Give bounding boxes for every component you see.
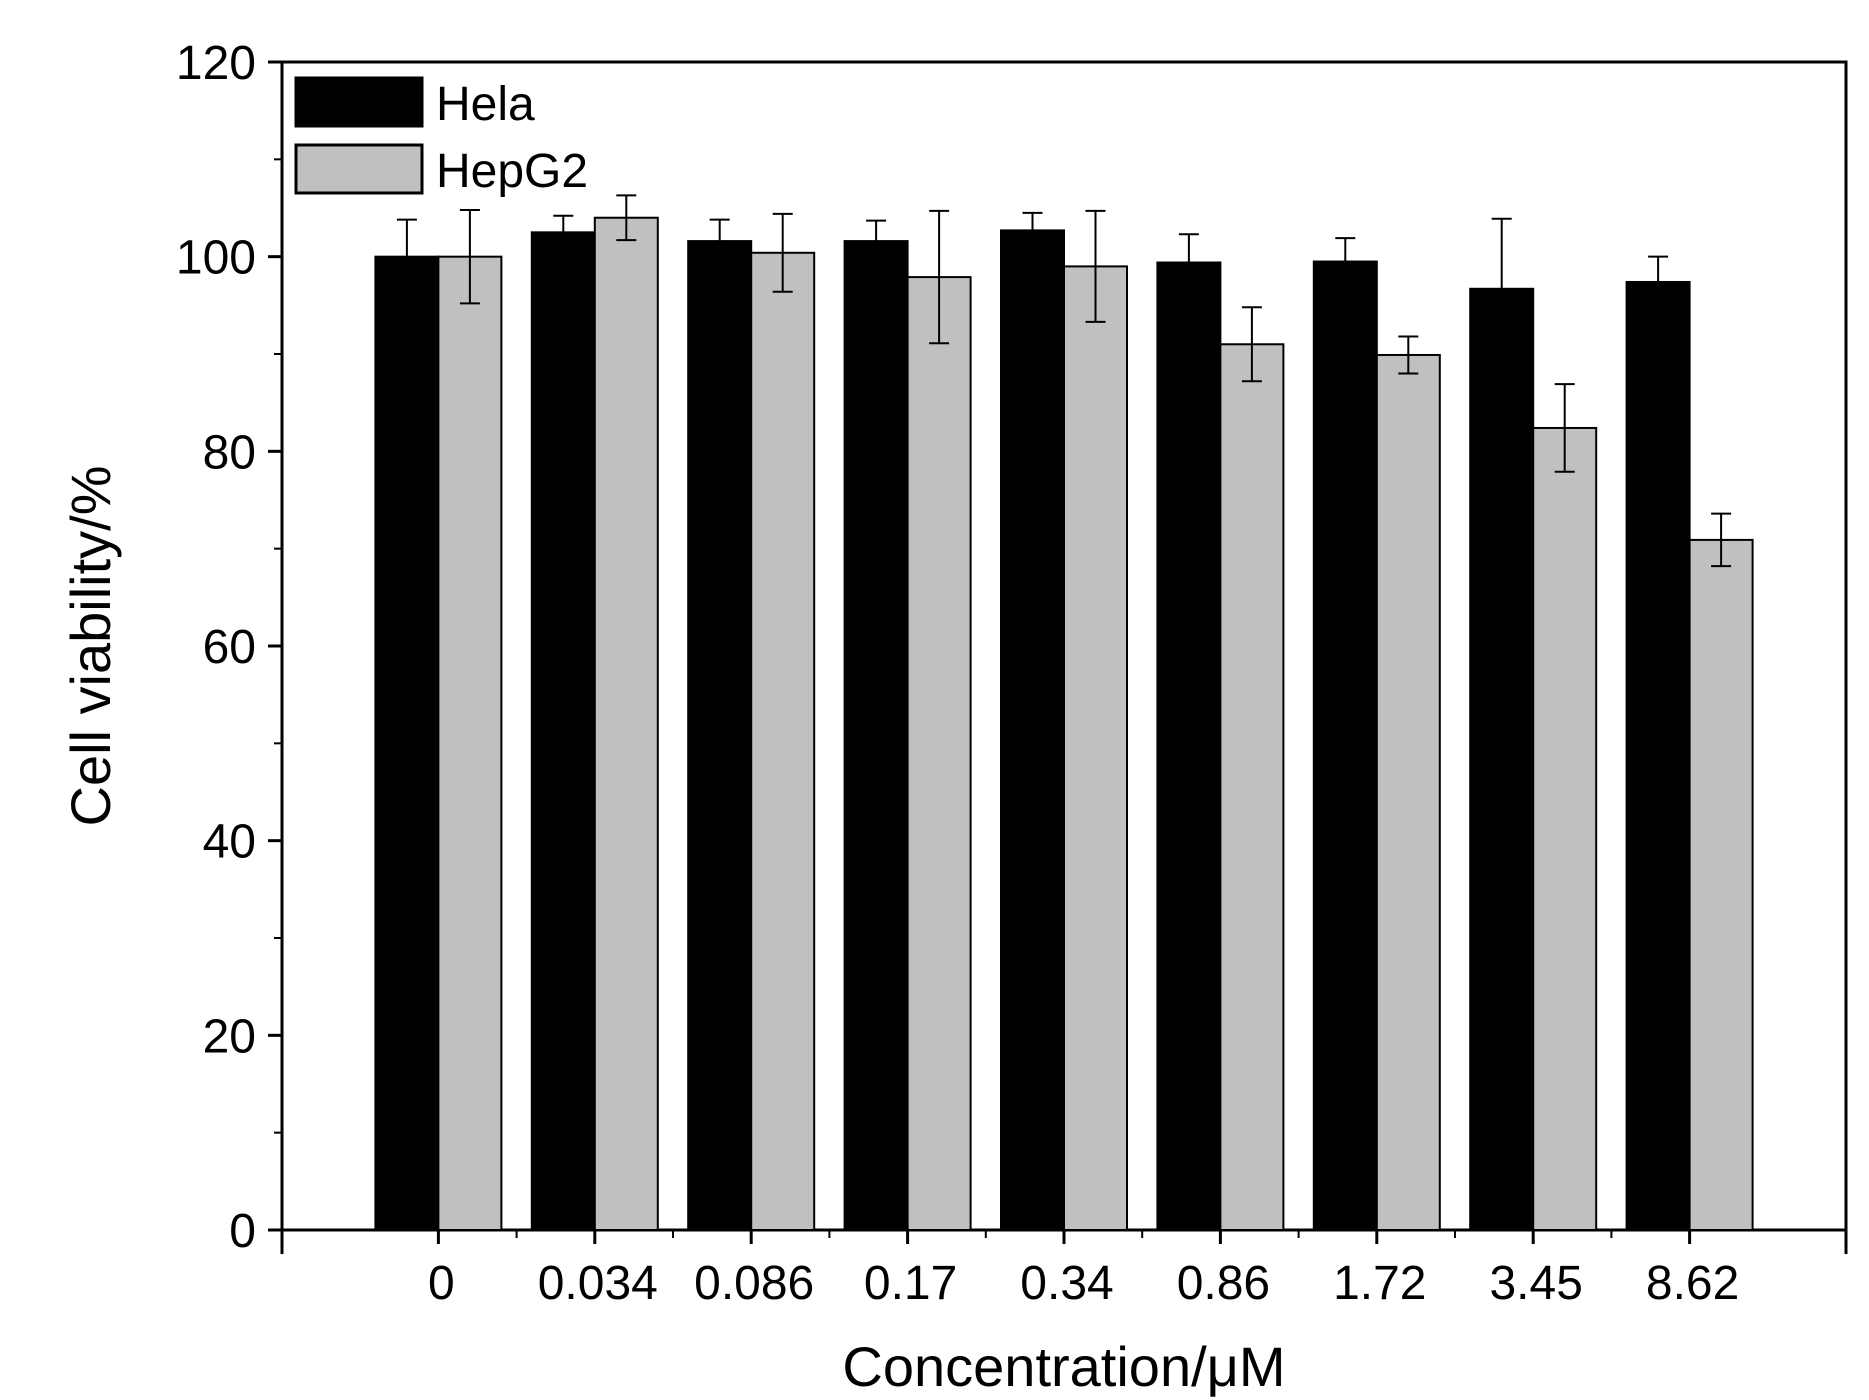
y-tick-label: 100	[176, 232, 256, 285]
legend-label-hela: Hela	[436, 78, 535, 131]
x-tick-label: 0.086	[694, 1257, 814, 1310]
bar-hepg2	[1375, 353, 1441, 1231]
x-tick-label: 0	[428, 1257, 455, 1310]
bar-hela	[1469, 287, 1535, 1231]
x-tick-label: 1.72	[1333, 1257, 1426, 1310]
y-tick-label: 120	[176, 37, 256, 90]
bar-hepg2	[906, 276, 972, 1231]
bar-hela	[1312, 260, 1378, 1231]
bar-series	[374, 216, 1754, 1232]
error-bars	[396, 194, 1732, 568]
y-tick-label: 20	[203, 1010, 256, 1063]
y-axis-ticks: 0 20 40 60 80 100 120	[176, 37, 282, 1258]
bar-hepg2	[1688, 538, 1754, 1231]
bar-hepg2	[1219, 343, 1285, 1231]
bar-hela	[687, 240, 753, 1232]
bar-hepg2	[593, 216, 659, 1231]
bar-hela	[374, 255, 440, 1231]
bar-hela	[1156, 261, 1222, 1231]
y-tick-label: 0	[229, 1205, 256, 1258]
y-axis-label: Cell viability/%	[59, 466, 122, 827]
y-tick-label: 80	[203, 426, 256, 479]
bar-hela	[1000, 229, 1065, 1232]
bar-hela	[1625, 280, 1691, 1231]
legend-swatch-hela	[294, 76, 424, 128]
x-tick-label: 0.86	[1177, 1257, 1270, 1310]
bar-hepg2	[1063, 265, 1128, 1231]
y-tick-label: 40	[203, 816, 256, 869]
bar-hela	[843, 240, 909, 1232]
legend: Hela HepG2	[294, 76, 588, 198]
x-tick-label: 3.45	[1489, 1257, 1582, 1310]
x-tick-label: 0.17	[864, 1257, 957, 1310]
bar-hepg2	[437, 255, 503, 1231]
x-tick-label: 8.62	[1646, 1257, 1739, 1310]
x-tick-label: 0.034	[538, 1257, 658, 1310]
x-axis-label: Concentration/μM	[842, 1335, 1285, 1398]
bar-hepg2	[1532, 426, 1598, 1231]
bar-hela	[530, 231, 596, 1232]
bar-hepg2	[750, 251, 816, 1232]
legend-label-hepg2: HepG2	[436, 145, 588, 198]
y-tick-label: 60	[203, 621, 256, 674]
legend-swatch-hepg2	[294, 143, 424, 195]
x-tick-label: 0.34	[1020, 1257, 1113, 1310]
x-axis-ticks: 0 0.034 0.086 0.17 0.34 0.86 1.72 3.45 8.62	[280, 1230, 1848, 1310]
